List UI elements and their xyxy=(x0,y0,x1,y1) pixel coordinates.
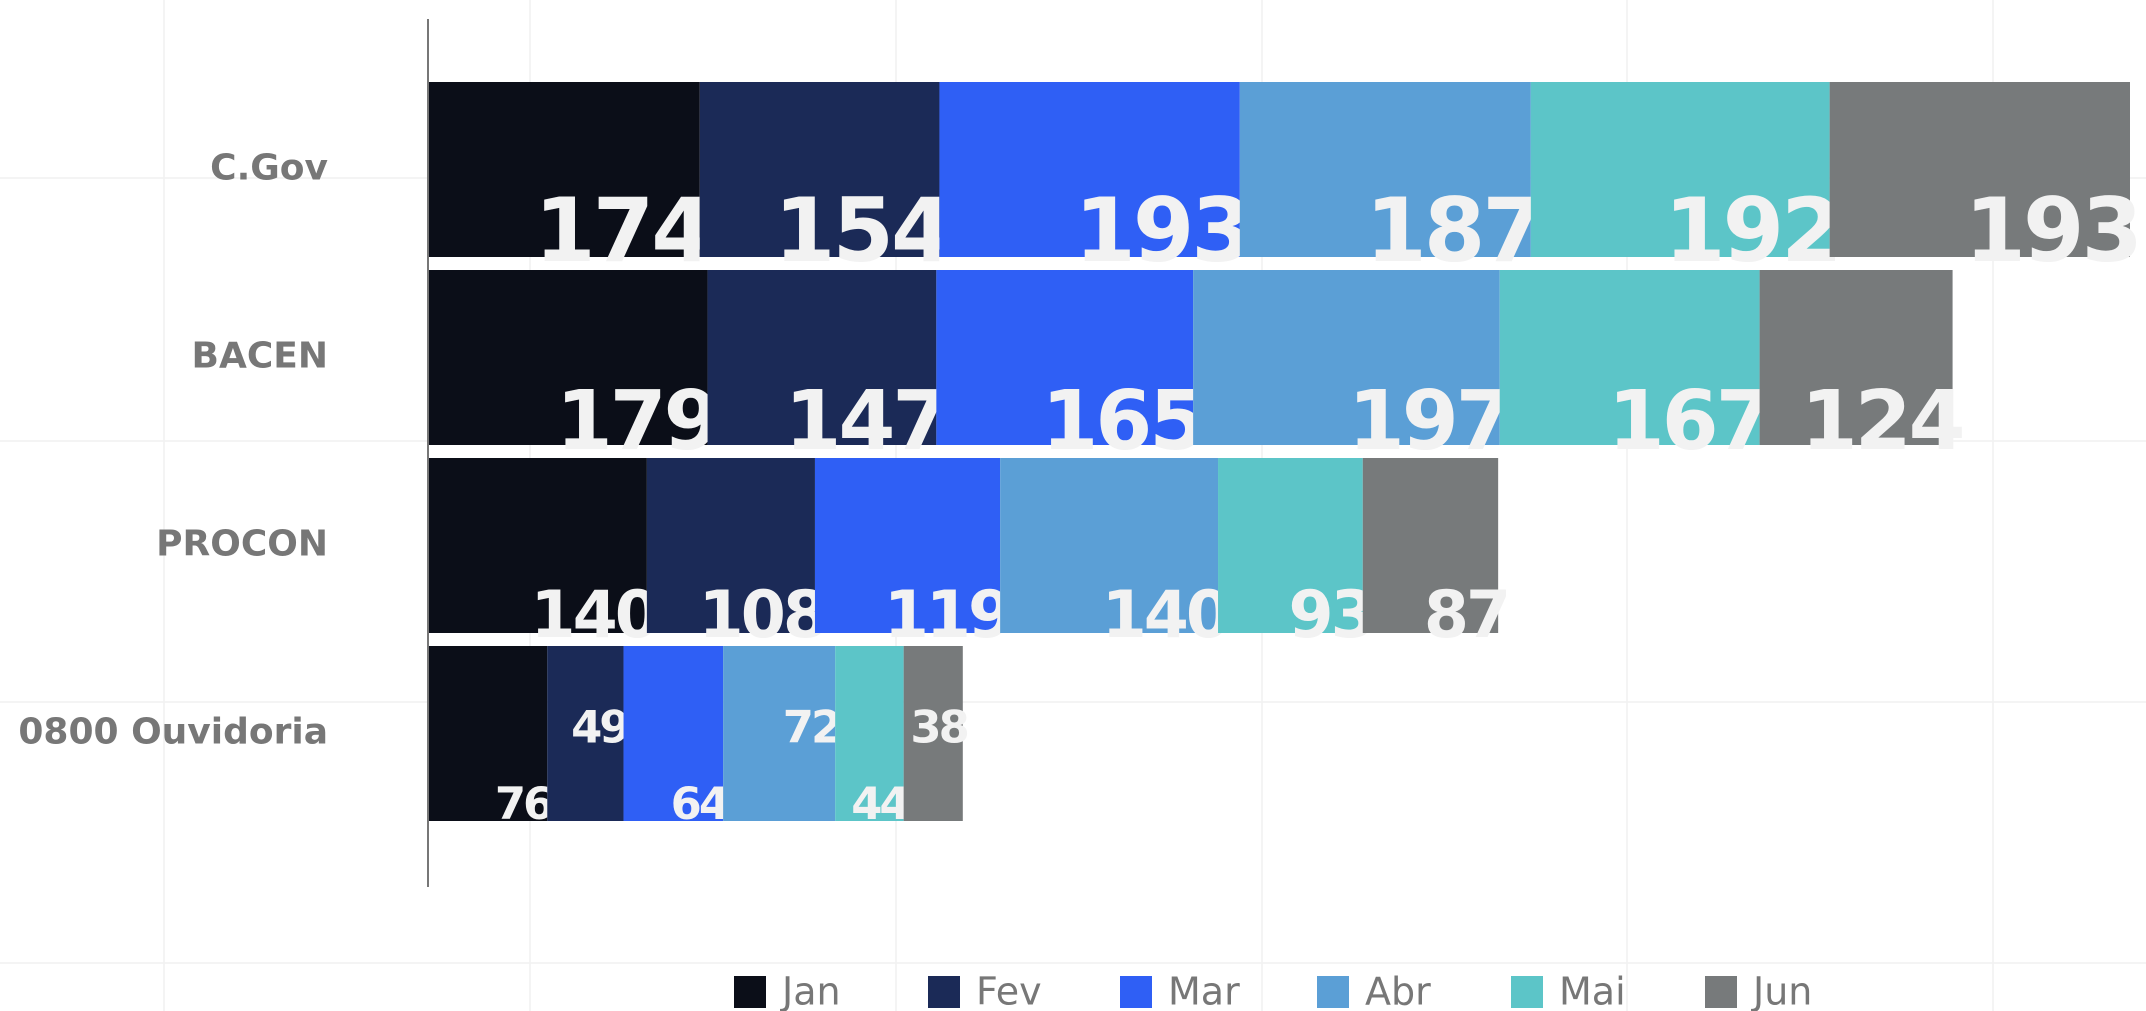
bar-segment xyxy=(723,646,836,821)
value-label: 93 xyxy=(1289,578,1373,653)
category-label: 0800 Ouvidoria xyxy=(18,712,328,753)
legend-swatch xyxy=(1511,976,1543,1008)
bar-segment xyxy=(429,270,708,445)
legend-swatch xyxy=(1705,976,1737,1008)
value-label: 140 xyxy=(531,578,657,653)
bar-segment xyxy=(1239,82,1531,257)
bar-segment xyxy=(1000,458,1219,633)
bar-segment xyxy=(814,458,1001,633)
value-label: 49 xyxy=(571,700,628,753)
value-label: 108 xyxy=(699,578,825,653)
value-label: 174 xyxy=(534,179,709,282)
bar-segment xyxy=(939,82,1240,257)
legend-label: Abr xyxy=(1365,970,1431,1011)
value-label: 193 xyxy=(1074,179,1249,282)
bar-segment xyxy=(903,646,963,821)
value-label: 44 xyxy=(851,777,909,830)
category-label: PROCON xyxy=(156,524,328,565)
bar-segment xyxy=(707,270,937,445)
value-label: 197 xyxy=(1348,374,1510,469)
bar-segment xyxy=(1362,458,1499,633)
value-label: 167 xyxy=(1608,374,1770,469)
value-label: 187 xyxy=(1365,179,1540,282)
bar-segment xyxy=(936,270,1194,445)
legend-label: Jun xyxy=(1751,970,1812,1011)
value-label: 64 xyxy=(671,777,729,830)
bar-segment xyxy=(1193,270,1500,445)
bar-segment xyxy=(1499,270,1760,445)
bar-segment xyxy=(429,646,548,821)
value-label: 192 xyxy=(1664,179,1839,282)
value-label: 119 xyxy=(884,578,1010,653)
value-label: 72 xyxy=(783,700,839,753)
value-label: 87 xyxy=(1424,578,1508,653)
bar-segment xyxy=(835,646,904,821)
value-label: 147 xyxy=(785,374,947,469)
legend-swatch xyxy=(1120,976,1152,1008)
bar-segment xyxy=(699,82,940,257)
category-label: BACEN xyxy=(192,336,328,377)
bar-segment xyxy=(1530,82,1830,257)
legend-label: Mai xyxy=(1559,970,1626,1011)
bar-segment xyxy=(623,646,724,821)
bar-segment xyxy=(429,82,700,257)
value-label: 124 xyxy=(1801,374,1963,469)
value-label: 154 xyxy=(774,179,949,282)
legend-label: Fev xyxy=(976,970,1042,1011)
value-label: 140 xyxy=(1102,578,1228,653)
legend-swatch xyxy=(928,976,960,1008)
bar-segment xyxy=(1218,458,1363,633)
bar-segment xyxy=(1759,270,1953,445)
value-label: 38 xyxy=(910,700,967,753)
bar-segment xyxy=(646,458,815,633)
bar-segment xyxy=(429,458,647,633)
value-label: 179 xyxy=(556,374,718,469)
value-label: 165 xyxy=(1041,374,1203,469)
category-label: C.Gov xyxy=(210,148,328,189)
legend-label: Jan xyxy=(780,970,841,1011)
value-label: 76 xyxy=(495,777,552,830)
legend-swatch xyxy=(734,976,766,1008)
legend-label: Mar xyxy=(1168,970,1240,1011)
legend-swatch xyxy=(1317,976,1349,1008)
bar-segment xyxy=(547,646,624,821)
value-label: 193 xyxy=(1965,179,2140,282)
bar-segment xyxy=(1829,82,2130,257)
